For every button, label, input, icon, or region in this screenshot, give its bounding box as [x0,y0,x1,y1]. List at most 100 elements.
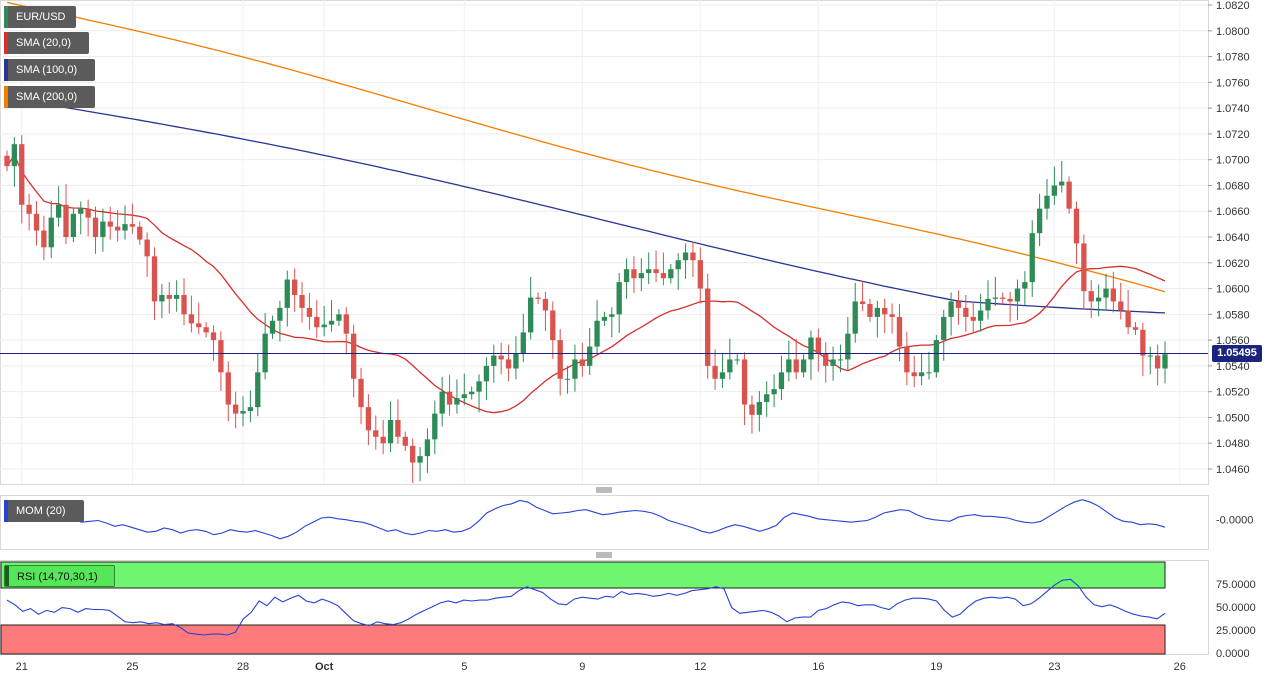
candle-body [977,310,984,321]
time-tick-label: 19 [930,661,942,673]
candle-body [144,239,150,257]
candle-body [373,430,379,437]
sma-200-line [6,1,1166,293]
candle-body [173,295,180,299]
price-tick-label: 1.0540 [1216,361,1250,373]
legend-sma-100-label: SMA (100,0) [16,64,78,76]
candle-body [63,204,69,237]
legend-rsi[interactable]: RSI (14,70,30,1) [4,565,115,587]
time-tick-label: 26 [1174,661,1186,673]
candle-body [380,436,386,444]
candle-body [255,372,261,408]
time-tick-label: 25 [126,661,138,673]
candle-body [439,391,445,414]
candle-body [11,144,18,167]
candle-body [705,288,711,366]
candle-body [1022,282,1028,289]
candle-body [1103,288,1109,298]
panel-resize-handle-rsi[interactable] [596,552,612,558]
candle-body [92,217,99,237]
candle-body [550,310,556,341]
candle-body [1014,288,1021,302]
legend-rsi-label: RSI (14,70,30,1) [17,571,98,583]
candle-body [159,295,165,302]
candle-body [734,359,740,361]
candle-body [85,208,91,218]
rsi-panel[interactable]: 75.0000 50.0000 25.0000 0.0000 [0,560,1256,661]
sma-100-line [6,97,1166,314]
candle-body [985,298,991,311]
candle-body [601,316,608,321]
legend-sma-200[interactable]: SMA (200,0) [4,86,95,108]
rsi-tick-label: 75.0000 [1216,579,1256,591]
price-tick-label: 1.0560 [1216,335,1250,347]
candle-body [771,389,777,395]
candle-body [107,221,113,227]
candle-body [542,298,549,311]
candle-body [476,381,482,392]
momentum-axis: -0.0000 [1216,515,1253,527]
main-price-panel[interactable]: 1.0820 1.0800 1.0780 1.0760 1.0740 1.0720 1.07… [0,0,1250,485]
time-tick-label: 5 [461,661,467,673]
candle-body [41,230,47,248]
price-tick-label: 1.0500 [1216,412,1250,424]
candle-body [911,372,917,377]
candle-body [225,372,231,405]
candle-body [196,323,202,328]
candle-body [55,204,62,218]
candle-body [719,372,726,379]
candle-body [1007,298,1013,302]
candle-body [1147,355,1153,357]
candle-body [874,307,880,317]
candle-body [292,279,298,295]
legend-sma-20-label: SMA (20,0) [16,37,72,49]
candle-body [491,355,497,366]
candle-body [210,332,217,341]
candle-body [786,359,792,373]
candle-body [498,355,504,360]
price-tick-label: 1.0660 [1216,206,1250,218]
candle-body [48,217,54,248]
legend-mom-label: MOM (20) [16,505,66,517]
rsi-path [6,578,1166,636]
price-tick-label: 1.0740 [1216,103,1250,115]
panel-resize-handle-mom[interactable] [596,487,612,493]
candle-body [889,314,895,317]
candle-body [904,346,910,373]
candle-body [1162,354,1168,369]
time-tick-label: 16 [812,661,824,673]
candle-body [572,359,578,379]
candle-body [410,445,416,463]
candle-body [963,307,969,317]
candle-body [609,314,615,317]
candle-body [454,398,460,405]
legend-mom[interactable]: MOM (20) [4,500,84,522]
candle-body [151,256,158,302]
candle-body [1000,297,1006,299]
legend-symbol[interactable]: EUR/USD [4,6,76,28]
price-tick-label: 1.0680 [1216,180,1250,192]
legend-sma-20[interactable]: SMA (20,0) [4,32,89,54]
candle-body [446,391,453,405]
candle-body [616,282,622,315]
candle-body [269,320,276,334]
legend-sma-100[interactable]: SMA (100,0) [4,59,95,81]
candle-body [358,378,364,408]
candle-body [896,316,903,347]
candle-body [882,307,888,315]
rsi-oversold-zone [0,624,1166,655]
price-tick-label: 1.0600 [1216,284,1250,296]
candle-body [33,213,40,231]
candle-body [1118,301,1124,311]
sma-20-path [6,153,1166,414]
candle-body [1125,310,1131,328]
momentum-panel[interactable]: -0.0000 [0,495,1254,550]
candle-body [778,372,785,390]
candle-body [587,346,593,366]
time-tick-label: 12 [694,661,706,673]
legend-sma-20-swatch [4,32,8,54]
candlesticks [4,135,1168,484]
candle-body [122,224,128,231]
candle-body [660,273,667,279]
